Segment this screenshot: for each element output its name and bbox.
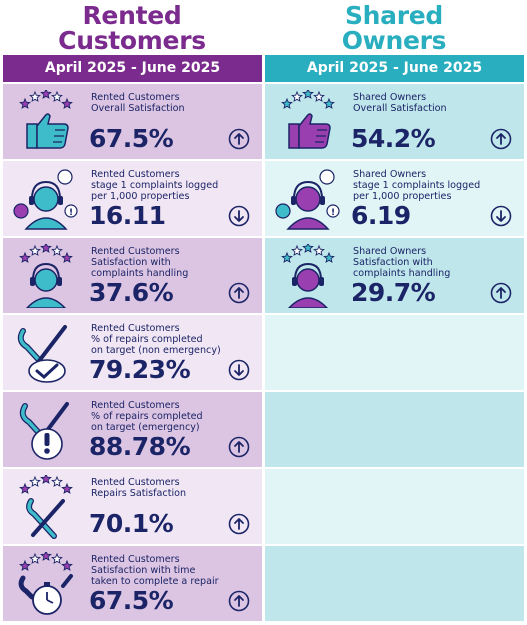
complaints-headset-icon: ! <box>275 167 341 231</box>
metric-value: 37.6% <box>89 278 174 307</box>
trend-up-arrow-icon <box>490 282 512 304</box>
metric-label-line: Satisfaction with <box>91 257 171 269</box>
trend-up-arrow-icon <box>228 590 250 612</box>
metric-label-line: Repairs Satisfaction <box>91 488 187 500</box>
stopwatch-tools-icon <box>13 549 79 616</box>
trend-down-arrow-icon <box>490 205 512 227</box>
metric-value: 70.1% <box>89 509 174 538</box>
shared-metric-card: Shared Owners Overall Satisfaction 54.2% <box>265 84 524 159</box>
rented-metric-card: Rented Customers Satisfaction with time ta… <box>3 546 262 621</box>
metric-label: Shared Owners Satisfaction with complaints… <box>353 246 521 280</box>
trend-up-arrow-icon <box>228 436 250 458</box>
metric-label: Rented Customers% of repairs completed on… <box>91 323 259 357</box>
trend-up-arrow-icon <box>228 128 250 150</box>
metric-label-line: Overall Satisfaction <box>353 103 447 115</box>
metric-label-line: stage 1 complaints logged <box>353 180 481 192</box>
metric-label: Rented Customers Satisfaction with time ta… <box>91 554 259 588</box>
rented-metric-card: Rented Customers% of repairs completed on… <box>3 315 262 390</box>
metric-label-line: % of repairs completed <box>91 334 203 346</box>
metric-label-line: Rented Customers <box>91 246 180 257</box>
metric-label-line: Shared Owners <box>353 246 427 257</box>
shared-period-band: April 2025 - June 2025 <box>265 55 524 82</box>
metric-value: 16.11 <box>89 201 166 230</box>
metric-label-line: complaints handling <box>91 268 189 280</box>
metric-label-line: Rented Customers <box>91 400 180 411</box>
rented-metric-card: Rented Customers Repairs Satisfaction 70.1… <box>3 469 262 544</box>
shared-owners-title: Shared Owners <box>341 1 447 55</box>
metric-value: 88.78% <box>89 432 191 461</box>
metric-label-line: complaints handling <box>353 268 451 280</box>
metric-label-line: Rented Customers <box>91 92 180 103</box>
metric-label-line: Overall Satisfaction <box>91 103 185 115</box>
trend-up-arrow-icon <box>228 282 250 304</box>
shared-metric-card <box>265 315 524 390</box>
metric-value: 29.7% <box>351 278 436 307</box>
metric-label-line: per 1,000 properties <box>91 191 190 203</box>
metric-label-line: Rented Customers <box>91 323 180 334</box>
thumbs-up-icon <box>13 87 79 154</box>
metric-label-line: Satisfaction with time <box>91 565 196 577</box>
tools-alert-icon <box>13 398 79 462</box>
metric-label: Rented Customers% of repairs completed on… <box>91 400 259 434</box>
metric-label-line: Rented Customers <box>91 554 180 565</box>
rented-metric-card: ! Rented Customers stage 1 complaints logg… <box>3 161 262 236</box>
metric-label-line: % of repairs completed <box>91 411 203 423</box>
metric-label: Rented Customers stage 1 complaints logge… <box>91 169 259 203</box>
metric-label-line: Satisfaction with <box>353 257 433 269</box>
metric-value: 67.5% <box>89 586 174 615</box>
metric-label-line: on target (emergency) <box>91 422 200 434</box>
trend-down-arrow-icon <box>228 205 250 227</box>
thumbs-up-icon <box>275 87 341 154</box>
complaints-headset-icon: ! <box>13 167 79 231</box>
rented-customers-title: Rented Customers <box>58 1 206 55</box>
shared-metric-card: ! Shared Owners stage 1 complaints logged p… <box>265 161 524 236</box>
metric-label-line: on target (non emergency) <box>91 345 221 357</box>
shared-metric-card <box>265 546 524 621</box>
rented-metric-card: Rented Customers Satisfaction with complai… <box>3 238 262 313</box>
metric-label-line: per 1,000 properties <box>353 191 452 203</box>
metric-label-line: taken to complete a repair <box>91 576 219 588</box>
trend-up-arrow-icon <box>228 513 250 535</box>
svg-text:!: ! <box>331 208 335 218</box>
shared-metric-card <box>265 469 524 544</box>
rented-metric-card: Rented Customers Overall Satisfaction 67.5… <box>3 84 262 159</box>
metric-label-line: Rented Customers <box>91 477 180 488</box>
metric-label-line: Rented Customers <box>91 169 180 180</box>
metric-label-line: stage 1 complaints logged <box>91 180 219 192</box>
metric-label: Shared Owners stage 1 complaints logged pe… <box>353 169 521 203</box>
tools-check-icon <box>13 321 79 385</box>
metric-label: Rented Customers Satisfaction with complai… <box>91 246 259 280</box>
shared-metric-card <box>265 392 524 467</box>
metric-value: 54.2% <box>351 124 436 153</box>
trend-up-arrow-icon <box>490 128 512 150</box>
metric-label: Rented Customers Repairs Satisfaction <box>91 477 259 499</box>
headset-stars-icon <box>275 241 341 309</box>
metric-value: 6.19 <box>351 201 411 230</box>
metric-label-line: Shared Owners <box>353 92 427 103</box>
metric-label-line: Shared Owners <box>353 169 427 180</box>
metric-label: Shared Owners Overall Satisfaction <box>353 92 521 114</box>
svg-text:!: ! <box>69 208 73 218</box>
rented-period-band: April 2025 - June 2025 <box>3 55 262 82</box>
metric-value: 79.23% <box>89 355 191 384</box>
rented-metric-card: Rented Customers% of repairs completed on… <box>3 392 262 467</box>
headset-stars-icon <box>13 241 79 309</box>
shared-metric-card: Shared Owners Satisfaction with complaints… <box>265 238 524 313</box>
trend-down-arrow-icon <box>228 359 250 381</box>
metric-value: 67.5% <box>89 124 174 153</box>
tools-stars-icon <box>13 472 79 539</box>
metric-label: Rented Customers Overall Satisfaction <box>91 92 259 114</box>
